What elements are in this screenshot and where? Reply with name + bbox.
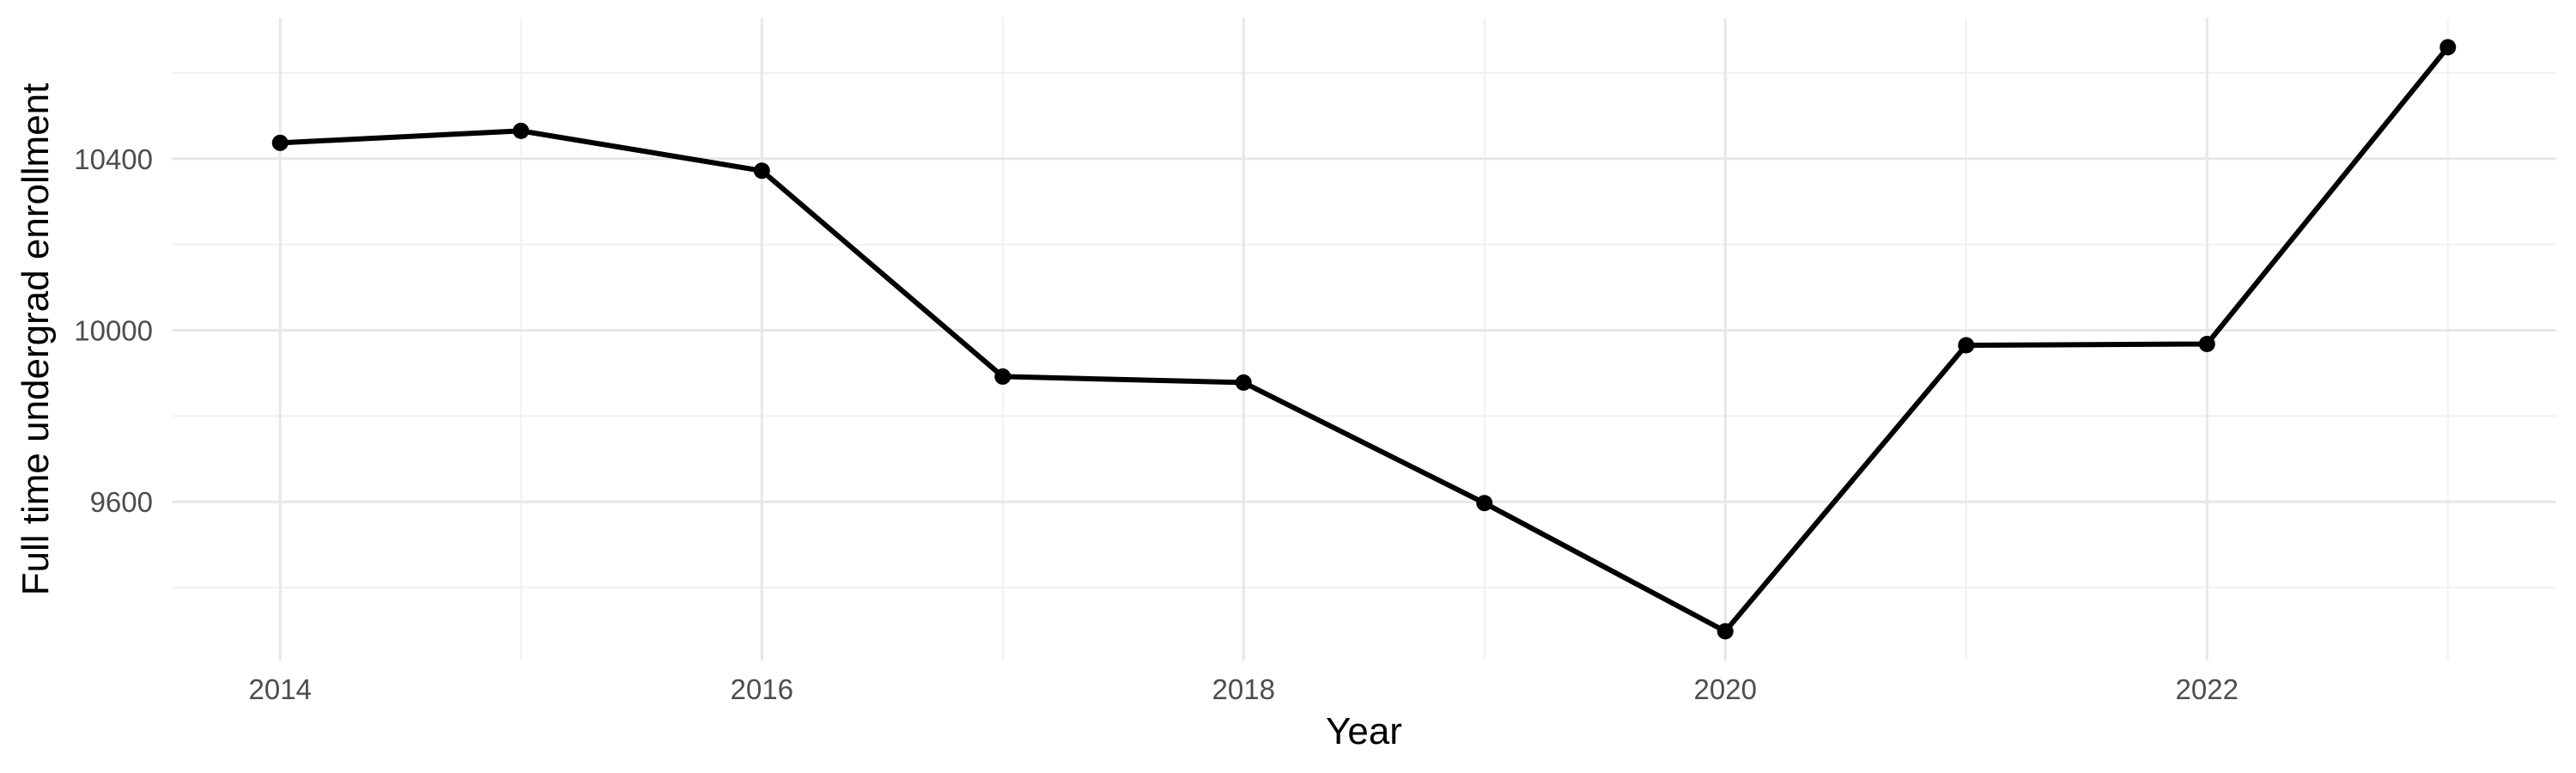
y-axis-tick-labels: 9600 10000 10400 <box>74 143 153 518</box>
data-point <box>513 122 530 139</box>
y-axis-title: Full time undergrad enrollment <box>15 83 57 596</box>
data-point <box>1716 623 1734 640</box>
x-axis-title: Year <box>1326 710 1402 752</box>
y-tick-label: 10000 <box>74 315 153 347</box>
data-line <box>280 46 2451 634</box>
data-point <box>753 162 770 180</box>
x-axis-tick-labels: 2014 2016 2018 2020 2022 <box>249 673 2239 705</box>
data-point <box>1958 337 1975 354</box>
data-point <box>1476 495 1493 512</box>
data-point <box>271 134 289 151</box>
x-tick-label: 2016 <box>731 673 793 705</box>
x-tick-label: 2020 <box>1694 673 1757 705</box>
data-series <box>271 39 2457 640</box>
x-tick-label: 2018 <box>1212 673 1275 705</box>
data-point <box>2198 335 2215 352</box>
x-tick-label: 2022 <box>2176 673 2239 705</box>
gridlines-minor <box>172 18 2556 660</box>
data-point <box>994 368 1012 385</box>
x-tick-label: 2014 <box>249 673 312 705</box>
y-tick-label: 10400 <box>74 143 153 175</box>
data-point <box>2439 39 2457 56</box>
data-point <box>1235 374 1252 391</box>
y-tick-label: 9600 <box>90 486 153 518</box>
